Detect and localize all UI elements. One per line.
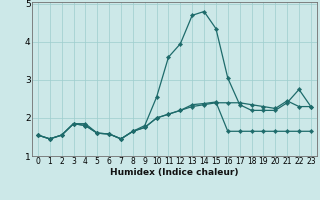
X-axis label: Humidex (Indice chaleur): Humidex (Indice chaleur) bbox=[110, 168, 239, 177]
